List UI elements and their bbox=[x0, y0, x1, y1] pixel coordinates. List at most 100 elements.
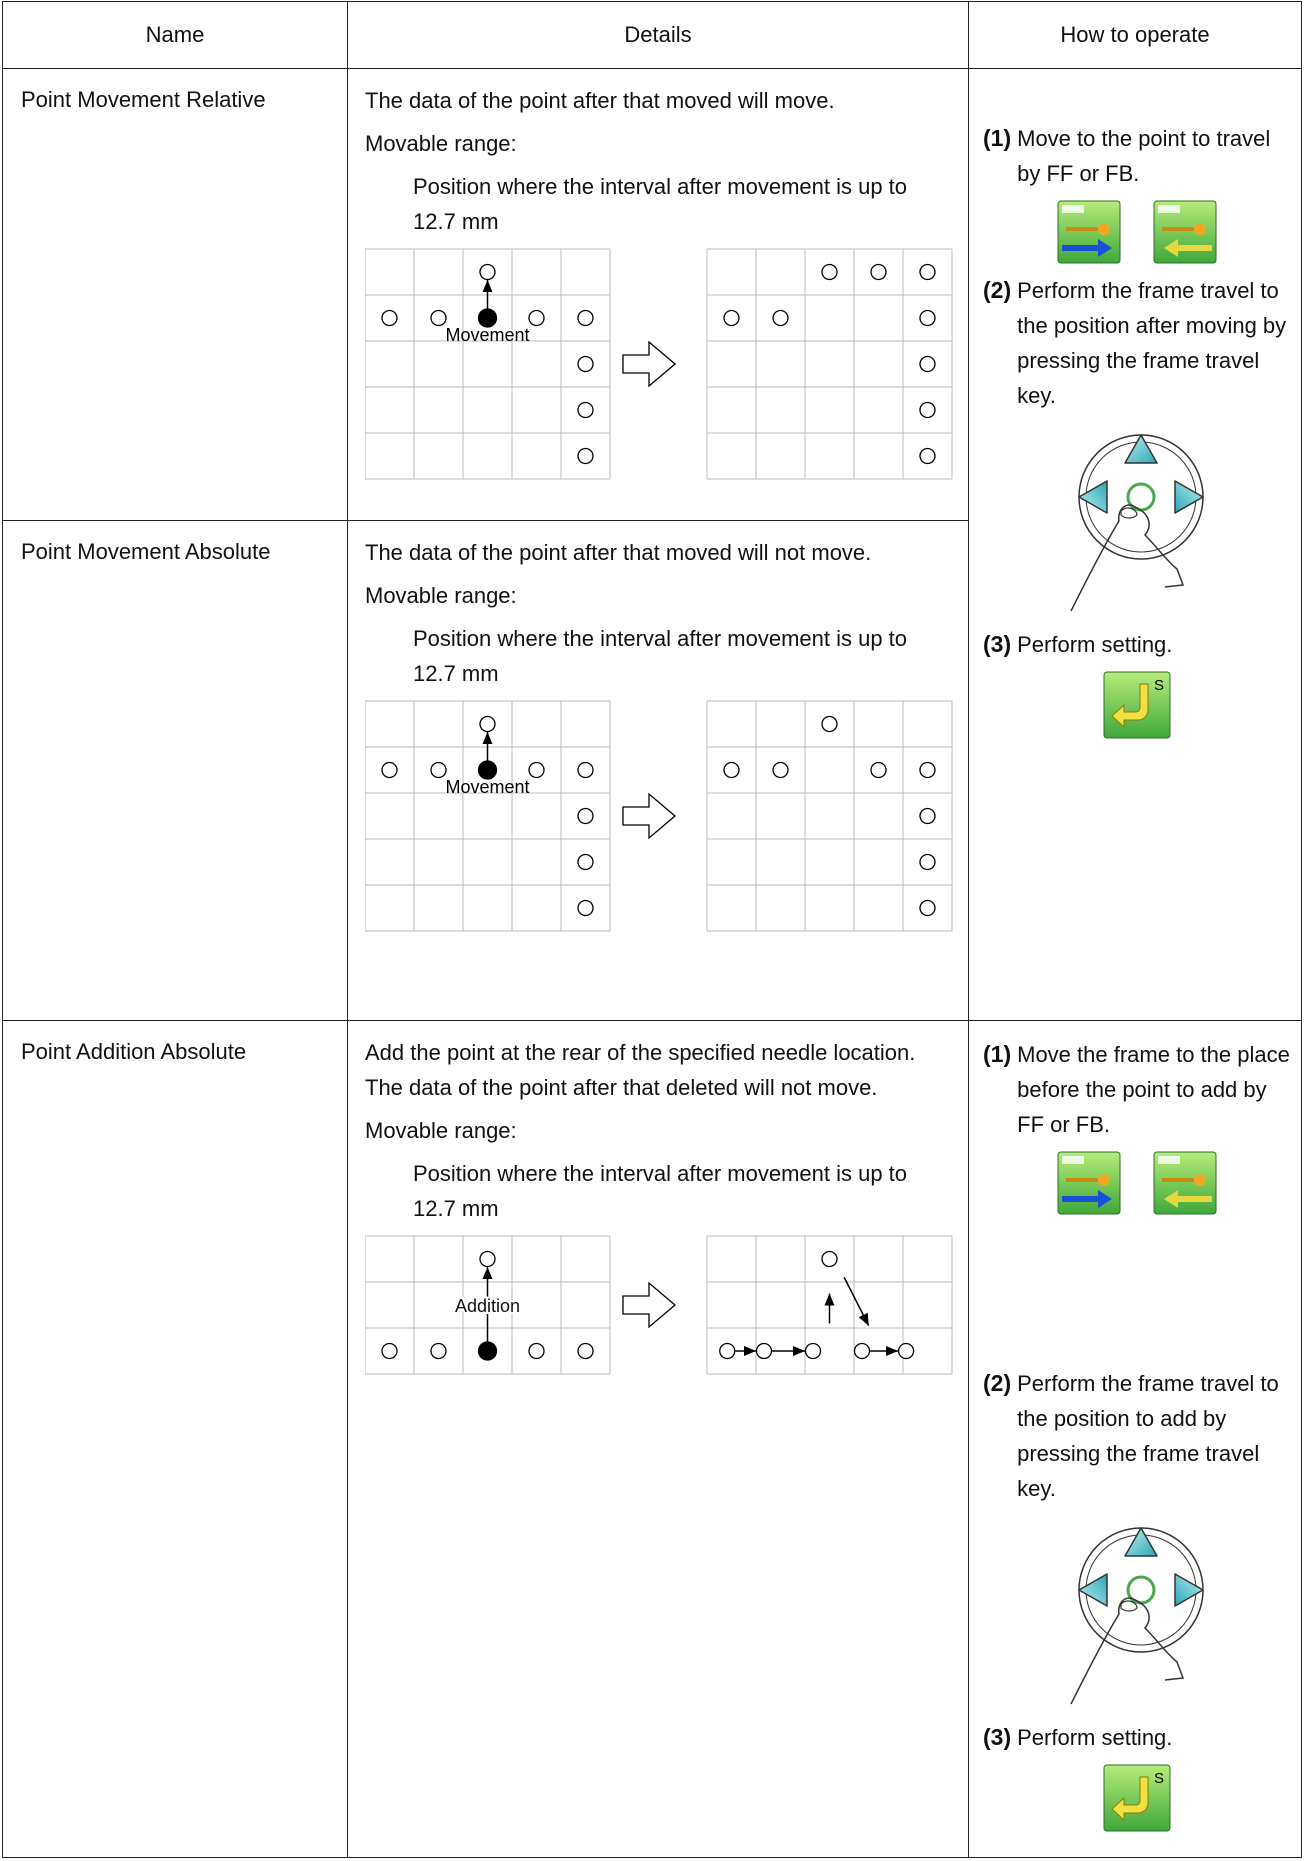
needle-point bbox=[755, 1342, 773, 1360]
pad-arrow bbox=[1124, 1527, 1158, 1557]
needle-point bbox=[479, 715, 496, 733]
needle-point bbox=[577, 1342, 594, 1360]
icon-row bbox=[983, 1150, 1291, 1216]
frame-travel-key-icon bbox=[1070, 434, 1204, 612]
frame-travel-key-icon bbox=[1070, 1527, 1204, 1705]
needle-point bbox=[577, 309, 594, 327]
needle-point bbox=[577, 807, 594, 825]
arrow-head bbox=[824, 1293, 835, 1306]
row: Point Movement Relative The data of the … bbox=[2, 68, 1302, 1021]
icon-row bbox=[983, 199, 1291, 265]
diagram: Movement bbox=[364, 700, 953, 932]
step: (3) Perform setting. bbox=[983, 1720, 1291, 1755]
finger-nail bbox=[1120, 1600, 1138, 1612]
needle-point bbox=[719, 1342, 736, 1360]
needle-point bbox=[897, 1342, 915, 1360]
diagram-label: Movement bbox=[445, 325, 529, 345]
needle-point bbox=[870, 761, 887, 779]
step: (2) Perform the frame travel to the posit… bbox=[983, 1366, 1291, 1506]
header-row: Name Details How to operate bbox=[2, 1, 1302, 69]
needle-point bbox=[479, 263, 496, 281]
name-cell: Point Movement Absolute bbox=[2, 520, 348, 1021]
key-dot bbox=[1098, 223, 1110, 235]
key-dot bbox=[1194, 1174, 1206, 1186]
step-text: Perform the frame travel to the position… bbox=[1017, 1371, 1279, 1501]
needle-point bbox=[430, 309, 447, 327]
needle-point bbox=[577, 401, 594, 419]
ff-key-icon bbox=[1057, 200, 1121, 264]
ff-key-icon bbox=[1057, 1151, 1121, 1215]
row: Point Movement Absolute The data of the … bbox=[2, 520, 1302, 1021]
key-tab bbox=[1062, 1156, 1084, 1164]
arrow-head bbox=[744, 1346, 756, 1356]
needle-point bbox=[577, 447, 594, 465]
needle-point bbox=[919, 263, 936, 281]
needle-point bbox=[919, 853, 936, 871]
needle-point bbox=[723, 761, 740, 779]
icon-row: S bbox=[983, 670, 1291, 740]
transition-arrow bbox=[622, 792, 677, 840]
step: (3) Perform setting. bbox=[983, 627, 1291, 662]
transition-arrow bbox=[622, 1281, 677, 1329]
finger bbox=[1070, 504, 1185, 612]
needle-point bbox=[821, 263, 838, 281]
pad-arrow bbox=[1174, 480, 1204, 514]
pad-center bbox=[1126, 1575, 1156, 1605]
fb-key-icon bbox=[1153, 1151, 1217, 1215]
enter-arrow bbox=[1111, 683, 1149, 729]
key-label: S bbox=[1154, 1770, 1164, 1787]
operation-cell: (1) Move the frame to the place before th… bbox=[968, 1020, 1302, 1858]
header-cell: How to operate bbox=[968, 1, 1302, 69]
details-cell: The data of the point after that moved w… bbox=[347, 520, 969, 1021]
step: (1) Move to the point to travel by FF or … bbox=[983, 121, 1291, 191]
pad-arrow bbox=[1174, 1573, 1204, 1607]
key-arrow bbox=[1164, 239, 1212, 257]
needle-point bbox=[528, 1342, 545, 1360]
header-cell: Details bbox=[347, 1, 969, 69]
needle-point bbox=[870, 263, 887, 281]
key-dot bbox=[1098, 1174, 1110, 1186]
diagram: Addition bbox=[364, 1235, 953, 1375]
pad-arrow bbox=[1078, 480, 1108, 514]
icon-row bbox=[983, 1522, 1291, 1712]
header-cell: Name bbox=[2, 1, 348, 69]
name-cell: Point Addition Absolute bbox=[2, 1020, 348, 1858]
description: Add the point at the rear of the specifi… bbox=[365, 1040, 916, 1100]
needle-point bbox=[430, 761, 447, 779]
range-label: Movable range: bbox=[365, 583, 517, 608]
diagram-label: Addition bbox=[455, 1296, 520, 1316]
needle-point bbox=[919, 447, 936, 465]
name-cell: Point Movement Relative bbox=[2, 68, 348, 521]
diagram: Movement bbox=[364, 248, 953, 480]
step-number: (3) bbox=[983, 631, 1012, 657]
key-tab bbox=[1158, 1156, 1180, 1164]
needle-point bbox=[577, 899, 594, 917]
finger bbox=[1070, 1597, 1185, 1705]
description: The data of the point after that moved w… bbox=[365, 540, 872, 565]
enter-key-icon: S bbox=[1103, 671, 1171, 739]
needle-point bbox=[919, 355, 936, 373]
key-tab bbox=[1062, 205, 1084, 213]
arrow-head bbox=[482, 732, 493, 744]
arrow-head bbox=[482, 280, 493, 292]
pad-center bbox=[1126, 482, 1156, 512]
needle-point bbox=[723, 309, 740, 327]
needle-point bbox=[381, 1342, 398, 1360]
pad-arrow bbox=[1078, 1573, 1108, 1607]
step: (1) Move the frame to the place before th… bbox=[983, 1037, 1291, 1142]
needle-point bbox=[577, 355, 594, 373]
key-arrow bbox=[1062, 1190, 1112, 1208]
step-number: (1) bbox=[983, 125, 1012, 151]
step-text: Perform setting. bbox=[1017, 632, 1173, 657]
range-text: Position where the interval after moveme… bbox=[413, 626, 908, 686]
needle-point bbox=[821, 715, 838, 733]
range-label: Movable range: bbox=[365, 1118, 517, 1143]
row: Point Addition Absolute Add the point at… bbox=[2, 1020, 1302, 1858]
needle-point bbox=[430, 1342, 447, 1360]
step-number: (2) bbox=[983, 277, 1012, 303]
step-text: Perform setting. bbox=[1017, 1725, 1173, 1750]
step-number: (1) bbox=[983, 1041, 1012, 1067]
pad-arrow bbox=[1124, 434, 1158, 464]
